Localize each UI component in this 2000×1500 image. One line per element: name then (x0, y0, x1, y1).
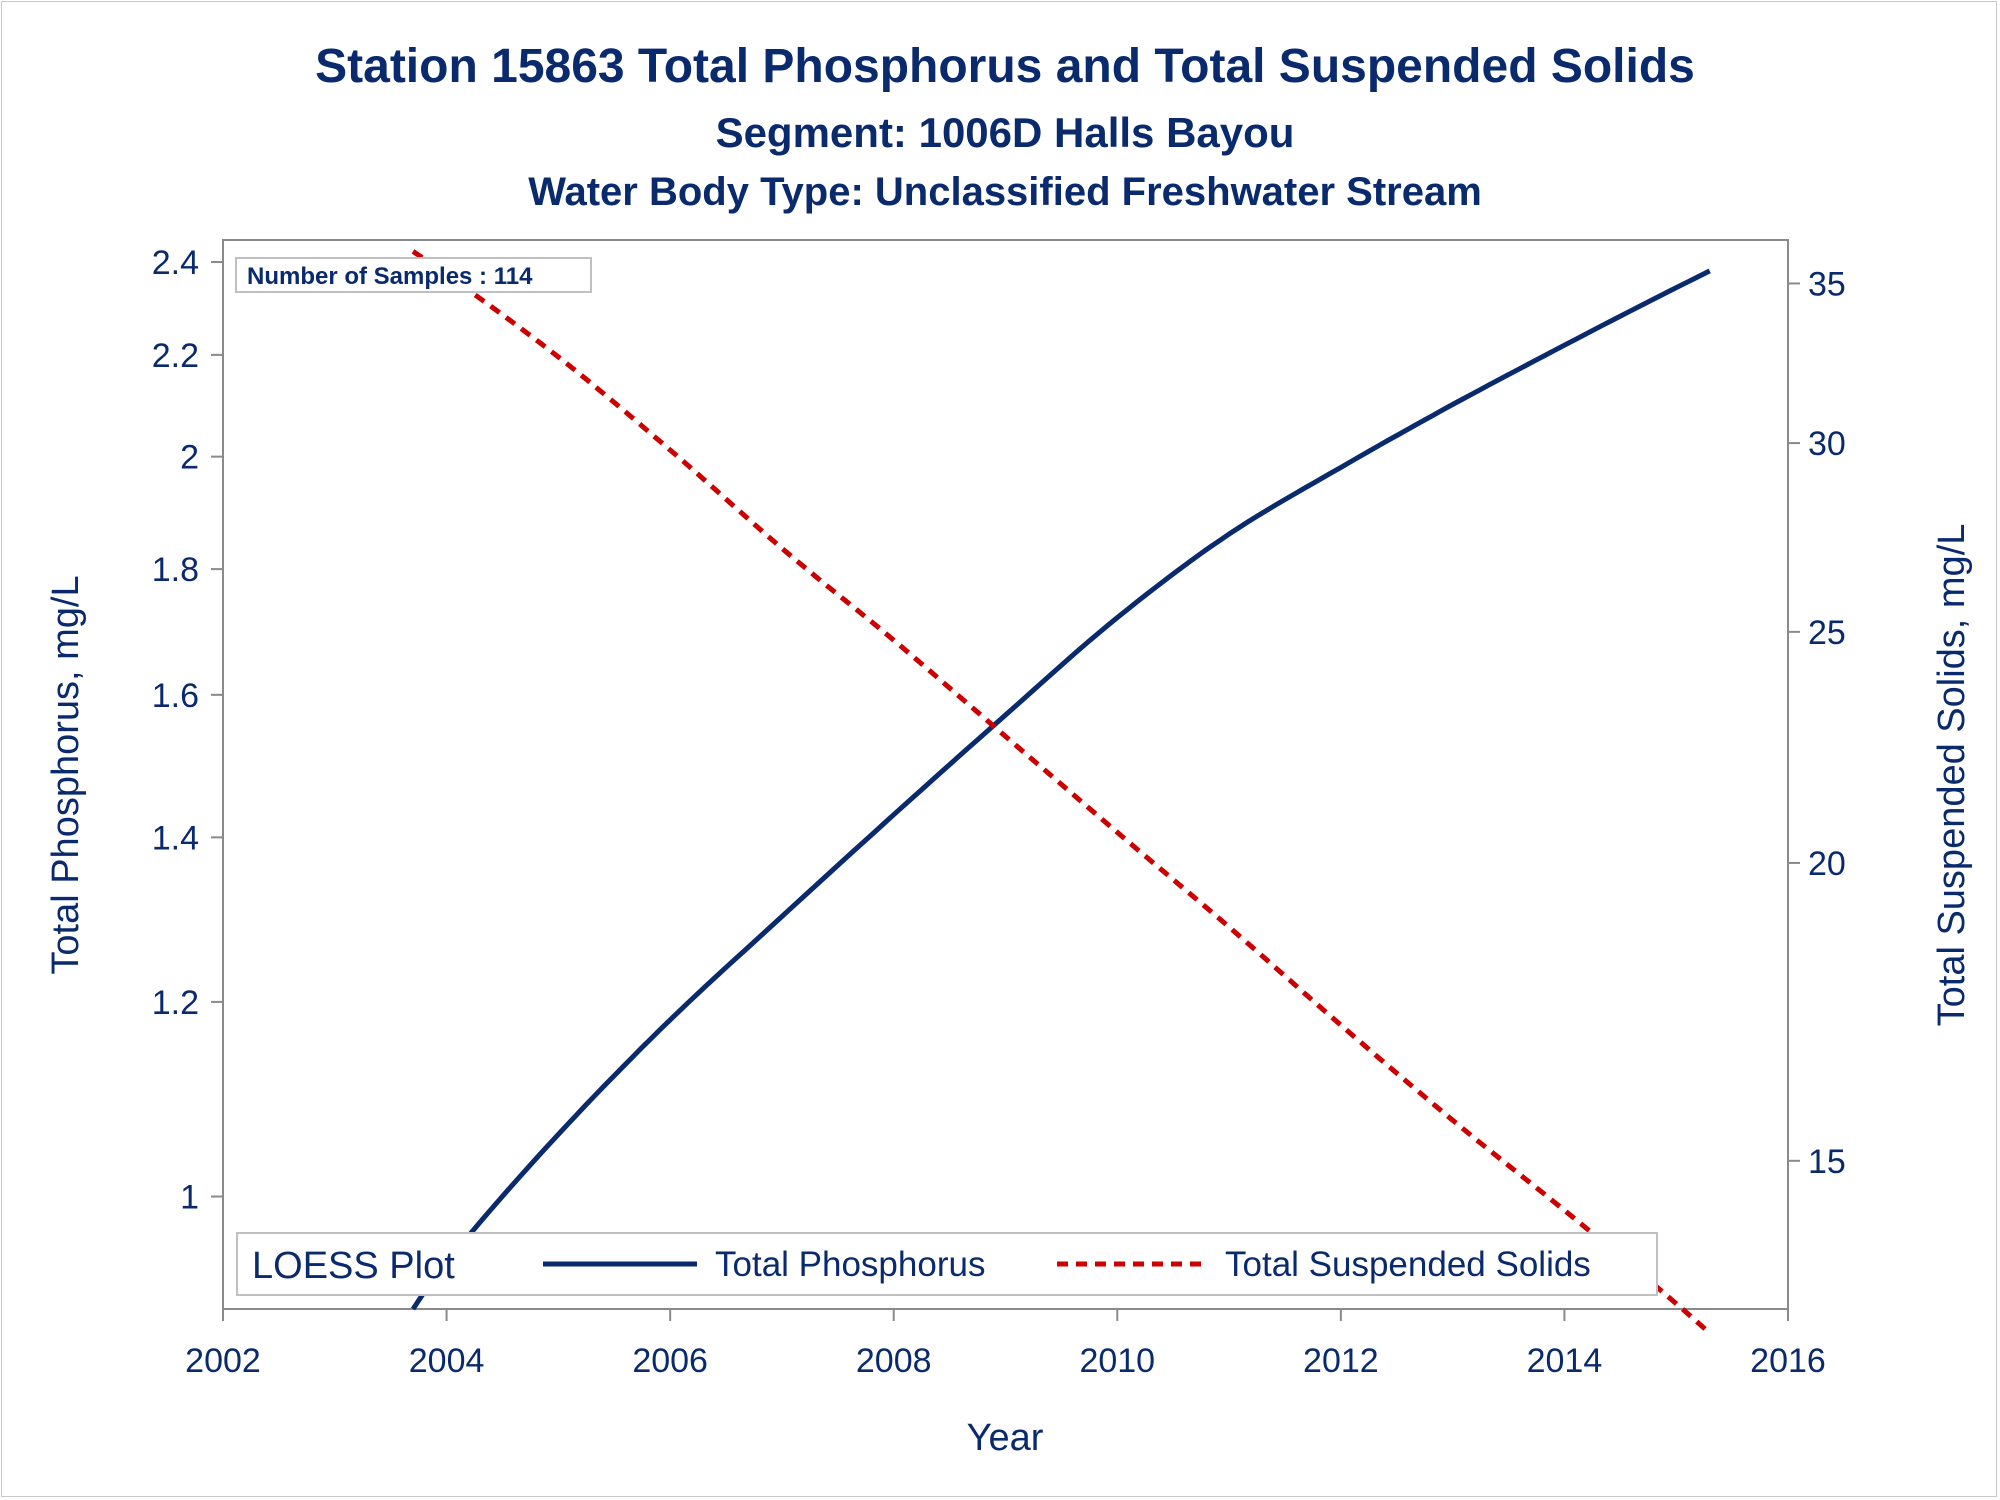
x-tick-label-2012: 2012 (1303, 1342, 1379, 1380)
y-right-tick-label-35: 35 (1808, 265, 1846, 303)
y-right-axis: 15 20 25 30 35 (1788, 265, 1846, 1181)
sample-count-box: Number of Samples : 114 (235, 257, 592, 293)
y-left-tick-label-2-4: 2.4 (152, 244, 199, 282)
x-axis-label: Year (967, 1417, 1044, 1459)
sample-count-frame (235, 257, 592, 293)
x-tick-label-2016: 2016 (1750, 1342, 1826, 1380)
x-tick-label-2014: 2014 (1527, 1342, 1603, 1380)
legend-frame (236, 1232, 1658, 1296)
legend: LOESS Plot Total Phosphorus Total Suspen… (236, 1232, 1658, 1296)
legend-title: LOESS Plot (252, 1245, 455, 1287)
sample-count-label: Number of Samples : 114 (247, 263, 533, 290)
y-right-tick-label-15: 15 (1808, 1143, 1846, 1181)
x-tick-label-2008: 2008 (856, 1342, 932, 1380)
y-left-tick-label-2: 2 (180, 439, 199, 477)
y-left-tick-label-1-8: 1.8 (152, 551, 199, 589)
plot-area (222, 239, 1789, 1310)
series-layer (410, 249, 1712, 1336)
y-right-tick-label-30: 30 (1808, 425, 1846, 463)
legend-label-total-suspended-solids: Total Suspended Solids (1225, 1245, 1591, 1284)
y-left-axis-label: Total Phosphorus, mg/L (45, 575, 87, 974)
y-right-axis-label: Total Suspended Solids, mg/L (1931, 524, 1973, 1027)
y-left-tick-label-1-2: 1.2 (152, 984, 199, 1022)
legend-label-total-phosphorus: Total Phosphorus (715, 1245, 985, 1284)
y-left-tick-label-1-6: 1.6 (152, 677, 199, 715)
y-right-tick-label-20: 20 (1808, 845, 1846, 883)
x-tick-label-2004: 2004 (409, 1342, 485, 1380)
y-left-tick-label-2-2: 2.2 (152, 337, 199, 375)
x-axis: 2002 2004 2006 2008 2010 2012 2014 2016 (185, 1309, 1826, 1380)
y-left-tick-label-1-4: 1.4 (152, 819, 199, 857)
y-left-tick-label-1: 1 (180, 1179, 199, 1217)
series-line-total-phosphorus (410, 268, 1711, 1311)
x-tick-label-2010: 2010 (1079, 1342, 1155, 1380)
chart-subtitle-2: Water Body Type: Unclassified Freshwater… (528, 170, 1482, 214)
y-left-axis: 1 1.2 1.4 1.6 1.8 2 2.2 2.4 (152, 244, 223, 1217)
x-tick-label-2006: 2006 (632, 1342, 708, 1380)
x-tick-label-2002: 2002 (185, 1342, 261, 1380)
series-line-total-suspended-solids (411, 249, 1712, 1336)
chart-subtitle: Segment: 1006D Halls Bayou (716, 109, 1295, 156)
y-right-tick-label-25: 25 (1808, 614, 1846, 652)
chart-title: Station 15863 Total Phosphorus and Total… (315, 40, 1695, 93)
